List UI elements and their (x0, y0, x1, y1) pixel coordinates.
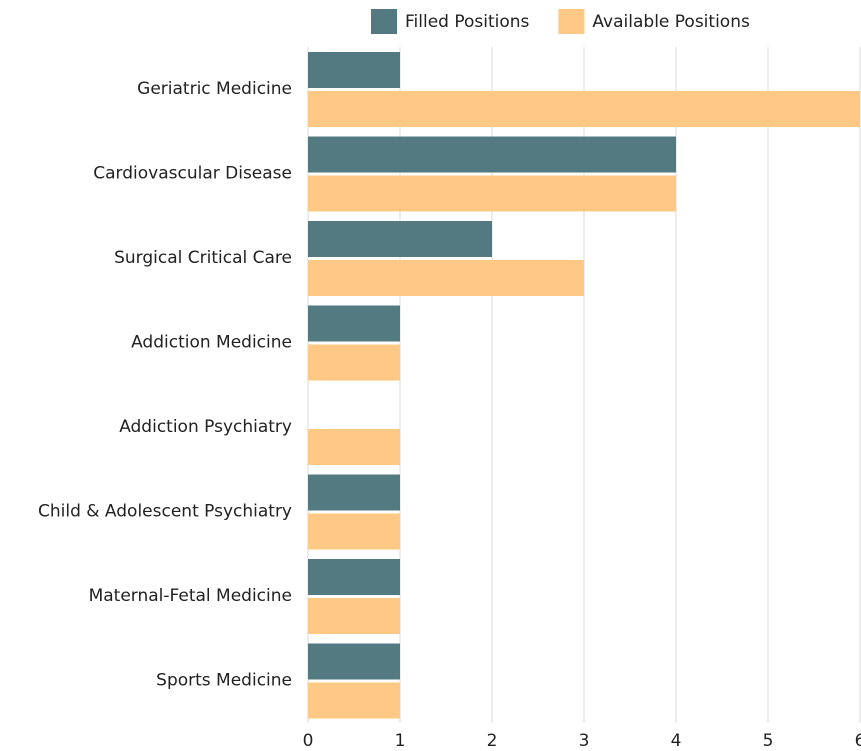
legend-swatch (558, 9, 585, 34)
bar (308, 344, 400, 381)
y-tick-label: Cardiovascular Disease (93, 164, 292, 184)
bar (308, 429, 400, 465)
bar (308, 260, 584, 296)
y-tick-label: Sports Medicine (156, 671, 292, 691)
bar (308, 221, 492, 257)
y-tick-label: Addiction Psychiatry (119, 417, 292, 437)
bar (308, 91, 860, 127)
bar (308, 643, 400, 680)
legend-swatch (371, 9, 397, 34)
x-tick-label: 1 (395, 731, 406, 751)
bar (308, 598, 400, 634)
y-tick-label: Surgical Critical Care (114, 248, 292, 268)
x-tick-label: 2 (487, 731, 498, 751)
legend-label: Filled Positions (405, 12, 530, 32)
y-tick-label: Child & Adolescent Psychiatry (38, 502, 292, 522)
legend-label: Available Positions (592, 12, 750, 32)
x-tick-label: 0 (303, 731, 314, 751)
bar (308, 305, 400, 342)
y-tick-label: Maternal-Fetal Medicine (89, 586, 292, 606)
x-tick-label: 6 (855, 731, 861, 751)
bar (308, 474, 400, 511)
bar (308, 175, 676, 212)
y-tick-label: Addiction Medicine (131, 333, 292, 353)
bar (308, 682, 400, 719)
y-tick-label: Geriatric Medicine (137, 79, 292, 99)
x-tick-label: 4 (671, 731, 682, 751)
bar (308, 513, 400, 550)
x-tick-label: 5 (763, 731, 774, 751)
bar (308, 559, 400, 595)
bar (308, 136, 676, 173)
bar (308, 52, 400, 88)
x-tick-label: 3 (579, 731, 590, 751)
